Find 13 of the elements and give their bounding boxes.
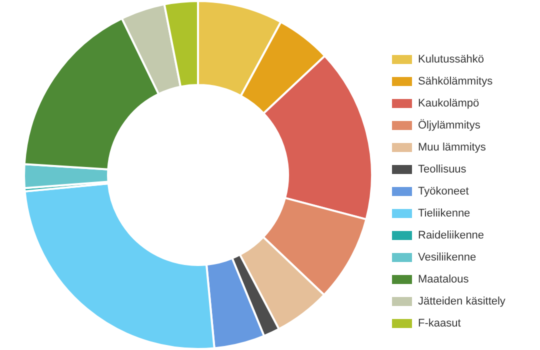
legend-label: Jätteiden käsittely [418,296,506,308]
legend-label: Teollisuus [418,164,467,176]
legend-label: Vesiliikenne [418,252,476,264]
legend-label: Öljylämmitys [418,118,481,132]
legend-label: Raideliikenne [418,230,484,242]
legend-label: Kaukolämpö [418,98,480,110]
legend-label: Muu lämmitys [418,142,486,154]
legend-label: Tieliikenne [418,208,470,220]
legend-label: Työkoneet [418,186,469,198]
legend-label: Maatalous [418,274,470,286]
legend-label: Sähkölämmitys [418,76,494,88]
legend-label: F-kaasut [418,318,461,330]
legend-label: Kulutussähkö [418,54,484,66]
